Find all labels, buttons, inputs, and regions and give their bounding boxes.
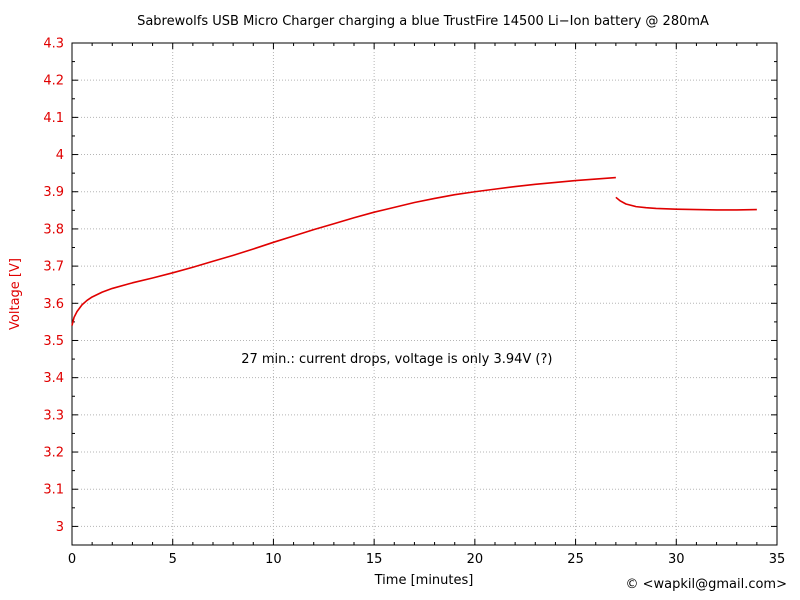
x-tick-label: 35 [769, 552, 786, 567]
y-tick-label: 4.3 [43, 37, 64, 52]
y-tick-label: 3.5 [43, 334, 64, 349]
y-tick-label: 3.9 [43, 185, 64, 200]
y-tick-label: 3.6 [43, 297, 64, 312]
y-tick-label: 4.2 [43, 74, 64, 89]
y-tick-label: 3.4 [43, 371, 64, 386]
series [71, 176, 757, 326]
voltage-series-line [71, 176, 616, 326]
voltage-series-line [615, 196, 757, 211]
chart-annotation: 27 min.: current drops, voltage is only … [241, 352, 552, 367]
chart-title: Sabrewolfs USB Micro Charger charging a … [137, 14, 709, 29]
y-axis-title: Voltage [V] [8, 258, 23, 330]
y-tick-label: 4.1 [43, 111, 64, 126]
y-tick-label: 3.3 [43, 408, 64, 423]
plot-frame [71, 42, 778, 546]
x-tick-labels: 0 5 10 15 20 25 30 35 [68, 552, 785, 567]
y-tick-label: 4 [56, 148, 64, 163]
x-tick-label: 10 [265, 552, 282, 567]
x-tick-label: 20 [467, 552, 484, 567]
grid [72, 43, 777, 545]
y-tick-label: 3.1 [43, 483, 64, 498]
y-tick-label: 3.8 [43, 222, 64, 237]
x-tick-label: 25 [567, 552, 584, 567]
y-tick-label: 3.7 [43, 260, 64, 275]
y-tick-label: 3.2 [43, 446, 64, 461]
x-tick-label: 5 [169, 552, 177, 567]
x-axis-title: Time [minutes] [374, 573, 474, 588]
copyright-notice: © <wapkil@gmail.com> [625, 577, 787, 592]
x-tick-label: 0 [68, 552, 76, 567]
axis-ticks [71, 42, 778, 545]
y-tick-labels: 3 3.1 3.2 3.3 3.4 3.5 3.6 3.7 3.8 3.9 4 4.1 4.2 4.3 [43, 37, 64, 535]
x-tick-label: 15 [366, 552, 383, 567]
x-tick-label: 30 [668, 552, 685, 567]
y-tick-label: 3 [56, 520, 64, 535]
